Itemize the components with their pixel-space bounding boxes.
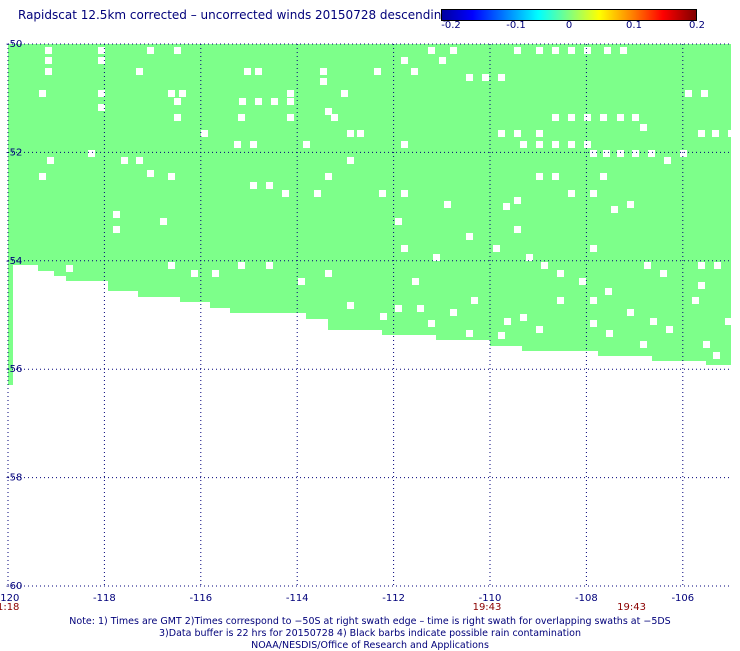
lat-tick-label: -54 — [6, 256, 22, 267]
lon-tick-label: -112 — [382, 593, 405, 604]
lat-tick-label: -60 — [6, 581, 22, 592]
colorbar — [441, 9, 697, 21]
lat-tick-label: -50 — [6, 39, 22, 50]
swath-time-label: 19:43 — [617, 602, 646, 613]
swath-coverage — [8, 44, 731, 385]
lon-tick-label: -116 — [189, 593, 212, 604]
lon-tick-label: -110 — [479, 593, 502, 604]
lon-tick-label: -114 — [286, 593, 309, 604]
colorbar-tick: 0 — [565, 20, 573, 31]
lat-tick-label: -58 — [6, 473, 22, 484]
rain-flag-cells — [39, 47, 735, 359]
colorbar-tick: 0.1 — [626, 20, 642, 31]
lat-tick-label: -52 — [6, 147, 22, 158]
swath-time-label: 21:18 — [0, 602, 19, 613]
lat-lon-grid — [7, 43, 731, 587]
note-line-3: NOAA/NESDIS/Office of Research and Appli… — [251, 640, 489, 651]
note-line-1: Note: 1) Times are GMT 2)Times correspon… — [69, 616, 671, 627]
lon-tick-label: -118 — [93, 593, 116, 604]
note-line-2: 3)Data buffer is 22 hrs for 20150728 4) … — [159, 628, 581, 639]
lon-tick-label: -120 — [0, 593, 19, 604]
lon-tick-label: -106 — [671, 593, 694, 604]
colorbar-tick: -0.2 — [441, 20, 461, 31]
swath-time-label: 19:43 — [473, 602, 502, 613]
lat-tick-label: -56 — [6, 364, 22, 375]
lon-tick-label: -108 — [575, 593, 598, 604]
colorbar-tick: 0.2 — [689, 20, 705, 31]
axis-labels: -120 -118 -116 -114 -112 -110 -108 -106 -50 -52 -5… — [0, 39, 694, 613]
colorbar-tick: -0.1 — [506, 20, 526, 31]
map-title: Rapidscat 12.5km corrected – uncorrected… — [18, 8, 449, 22]
